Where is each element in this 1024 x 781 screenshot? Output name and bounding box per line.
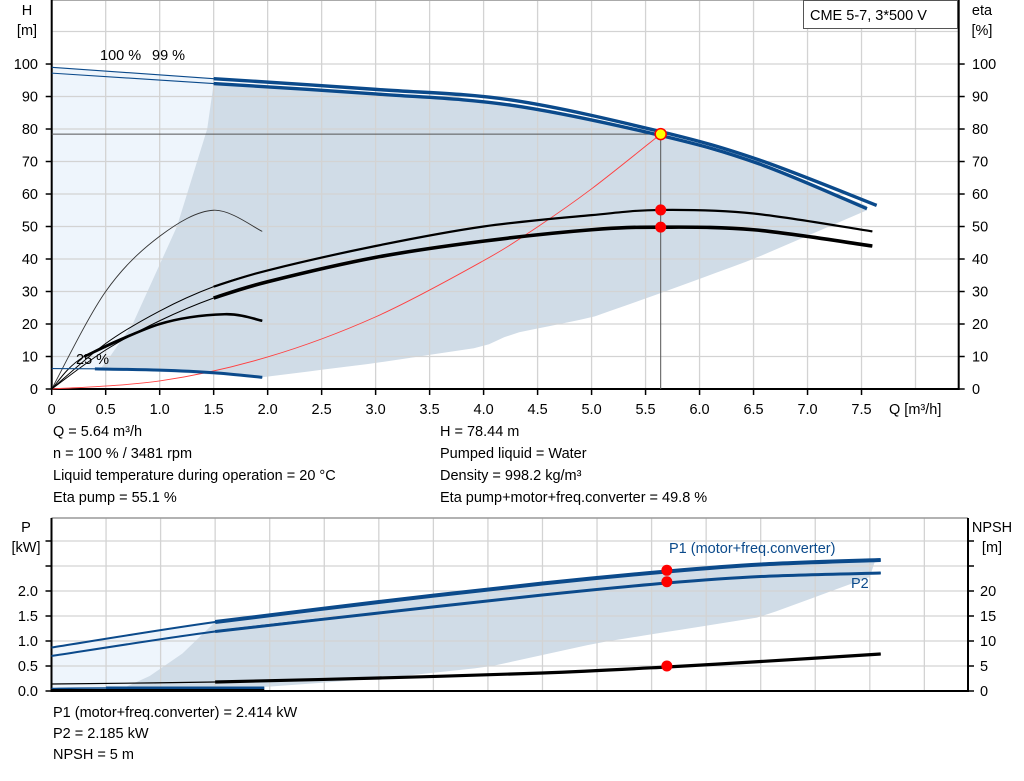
y-tick-label: 20 bbox=[22, 317, 38, 333]
y2-tick-label: 0 bbox=[972, 382, 980, 398]
eta-reduced-speed-curve-thin bbox=[51, 209, 263, 390]
npsh-tick-label: 10 bbox=[980, 634, 996, 650]
y2-axis-label: eta bbox=[972, 3, 993, 19]
y-tick-label: 90 bbox=[22, 90, 38, 106]
y2-tick-label: 20 bbox=[972, 317, 988, 333]
head-curve-100-thick bbox=[213, 76, 878, 207]
npsh-tick-label: 0 bbox=[980, 684, 988, 700]
npsh-axis-label: NPSH bbox=[972, 520, 1012, 536]
x-tick-label: 6.5 bbox=[743, 402, 763, 418]
p2-point bbox=[661, 576, 673, 588]
p-tick-label: 1.5 bbox=[18, 609, 38, 625]
info-flow: Q = 5.64 m³/h bbox=[53, 424, 143, 440]
y2-tick-label: 60 bbox=[972, 187, 988, 203]
eta-total-point bbox=[655, 221, 667, 233]
label-100-percent: 100 % bbox=[100, 48, 141, 64]
npsh-point bbox=[661, 660, 673, 672]
eta-pump-curve-thick bbox=[213, 208, 873, 288]
p-tick-label: 1.0 bbox=[18, 634, 38, 650]
chart-title: CME 5-7, 3*500 V bbox=[810, 8, 927, 24]
y2-tick-label: 40 bbox=[972, 252, 988, 268]
y2-tick-label: 50 bbox=[972, 220, 988, 236]
npsh-tick-label: 5 bbox=[980, 659, 988, 675]
y-tick-label: 30 bbox=[22, 285, 38, 301]
x-tick-label: 0.5 bbox=[96, 402, 116, 418]
npsh-curve-thick bbox=[215, 652, 881, 684]
system-curve bbox=[51, 133, 661, 390]
y-axis-label: H bbox=[22, 3, 32, 19]
duty-point bbox=[654, 127, 667, 141]
npsh-axis-unit: [m] bbox=[982, 540, 1002, 556]
y-tick-label: 80 bbox=[22, 122, 38, 138]
p1-point bbox=[661, 564, 673, 576]
x-tick-label: 3.5 bbox=[420, 402, 440, 418]
head-curve-25-thick bbox=[94, 367, 263, 379]
y-tick-label: 10 bbox=[22, 350, 38, 366]
x-tick-label: 4.5 bbox=[528, 402, 548, 418]
x-tick-label: 2.5 bbox=[312, 402, 332, 418]
y-axis-unit: [m] bbox=[17, 23, 37, 39]
y-tick-label: 100 bbox=[14, 57, 38, 73]
npsh-tick-label: 20 bbox=[980, 584, 996, 600]
p1-curve-thick bbox=[214, 558, 881, 624]
x-tick-label: 7.0 bbox=[797, 402, 817, 418]
p2-curve-label: P2 bbox=[851, 576, 869, 592]
info-density: Density = 998.2 kg/m³ bbox=[440, 468, 582, 484]
x-tick-label: 5.0 bbox=[581, 402, 601, 418]
y-tick-label: 70 bbox=[22, 155, 38, 171]
title-box bbox=[803, 0, 958, 29]
y2-tick-label: 100 bbox=[972, 57, 996, 73]
p-axis-label: P bbox=[21, 520, 31, 536]
label-99-percent: 99 % bbox=[152, 48, 185, 64]
info-temperature: Liquid temperature during operation = 20… bbox=[53, 468, 336, 484]
p-tick-label: 0.5 bbox=[18, 659, 38, 675]
eta-pump-point bbox=[655, 204, 667, 216]
eta-total-reduced-speed-curve-thick bbox=[83, 312, 263, 358]
y2-tick-label: 30 bbox=[972, 285, 988, 301]
x-tick-label: 0 bbox=[48, 402, 56, 418]
info-head: H = 78.44 m bbox=[440, 424, 520, 440]
eta-total-curve-thick bbox=[213, 225, 873, 300]
info-speed: n = 100 % / 3481 rpm bbox=[53, 446, 193, 462]
info-liquid: Pumped liquid = Water bbox=[440, 446, 587, 462]
info-p1: P1 (motor+freq.converter) = 2.414 kW bbox=[53, 705, 298, 721]
x-tick-label: 1.0 bbox=[150, 402, 170, 418]
y2-tick-label: 70 bbox=[972, 155, 988, 171]
x-tick-label: 2.0 bbox=[258, 402, 278, 418]
y2-tick-label: 90 bbox=[972, 90, 988, 106]
y2-tick-label: 10 bbox=[972, 350, 988, 366]
x-axis-label: Q [m³/h] bbox=[889, 402, 941, 418]
x-tick-label: 4.0 bbox=[474, 402, 494, 418]
x-tick-label: 5.5 bbox=[635, 402, 655, 418]
p-axis-unit: [kW] bbox=[12, 540, 41, 556]
p1-curve-label: P1 (motor+freq.converter) bbox=[669, 541, 835, 557]
y2-axis-unit: [%] bbox=[972, 23, 993, 39]
x-tick-label: 3.0 bbox=[366, 402, 386, 418]
y-tick-label: 0 bbox=[30, 382, 38, 398]
label-25-percent: 25 % bbox=[76, 352, 109, 368]
npsh-tick-label: 15 bbox=[980, 609, 996, 625]
head-curve-99-thick bbox=[213, 81, 868, 211]
x-tick-label: 7.5 bbox=[851, 402, 871, 418]
info-npsh: NPSH = 5 m bbox=[53, 747, 134, 763]
p-tick-label: 2.0 bbox=[18, 584, 38, 600]
p-tick-label: 0.0 bbox=[18, 684, 38, 700]
info-eta-pump: Eta pump = 55.1 % bbox=[53, 490, 177, 506]
info-eta-total: Eta pump+motor+freq.converter = 49.8 % bbox=[440, 490, 708, 506]
info-p2: P2 = 2.185 kW bbox=[53, 726, 149, 742]
y-tick-label: 50 bbox=[22, 220, 38, 236]
p2-curve-thick bbox=[214, 571, 881, 633]
y-tick-label: 40 bbox=[22, 252, 38, 268]
x-tick-label: 1.5 bbox=[204, 402, 224, 418]
y-tick-label: 60 bbox=[22, 187, 38, 203]
bottom-dark-shade-region bbox=[116, 560, 876, 691]
x-tick-label: 6.0 bbox=[689, 402, 709, 418]
y2-tick-label: 80 bbox=[972, 122, 988, 138]
